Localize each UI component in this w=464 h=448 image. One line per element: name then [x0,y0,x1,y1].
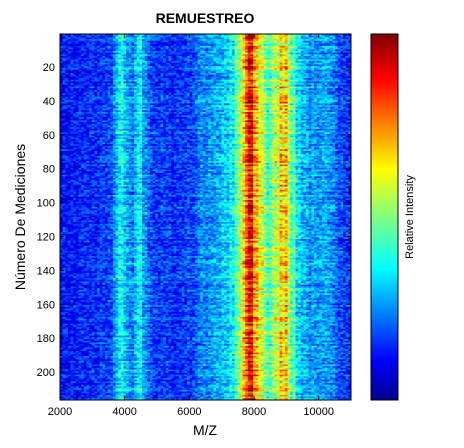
chart-title: REMUESTREO [156,10,255,26]
heatmap-cells [60,34,351,400]
